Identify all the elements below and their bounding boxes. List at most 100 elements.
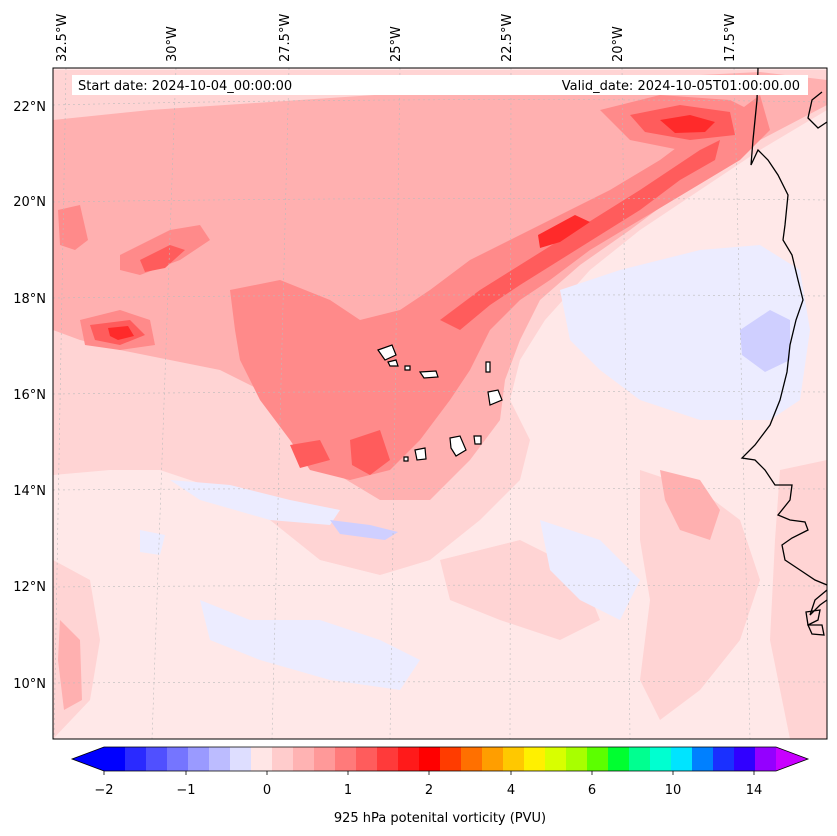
pv-contour-light [770,460,827,739]
colorbar-tick-label: −2 [94,783,113,798]
pv-contour-strong [290,440,330,468]
colorbar-segment [356,747,378,771]
pv-field [53,68,827,739]
island [414,447,427,461]
island [418,370,439,379]
colorbar-tick-label: −1 [176,783,195,798]
pv-contour-mid [660,470,720,540]
colorbar-segment [335,747,357,771]
lat-label: 12°N [13,580,46,595]
colorbar-tick-label: 4 [507,783,515,798]
colorbar-segment [230,747,252,771]
colorbar-segment [608,747,630,771]
colorbar-segment [314,747,336,771]
lon-label: 17.5°W [723,14,738,62]
colorbar-segment [755,747,777,771]
island [377,344,397,361]
colorbar-tick-label: 0 [263,783,271,798]
start-date-text: Start date: 2024-10-04_00:00:00 [78,79,292,94]
colorbar-segment [167,747,189,771]
pv-contour-strong [140,245,185,272]
colorbar-segment [272,747,294,771]
info-box [72,75,808,95]
africa-coastline [740,68,827,636]
colorbar-segment [629,747,651,771]
colorbar-segment [125,747,147,771]
colorbar-segment [461,747,483,771]
colorbar-segment [713,747,735,771]
pv-contour-strong [350,430,390,475]
lon-label: 22.5°W [500,14,515,62]
longitude-labels: 32.5°W 30°W 27.5°W 25°W 22.5°W 20°W 17.5… [55,14,738,62]
graticule [53,68,827,739]
colorbar-segment [398,747,420,771]
lon-label: 20°W [611,26,626,62]
colorbar-extend-high [776,747,808,771]
colorbar-tick-label: 10 [665,783,682,798]
cape-verde-islands [377,344,503,462]
island [387,359,399,367]
island [403,456,409,462]
colorbar-tick-label: 2 [425,783,433,798]
valid-date-text: Valid_date: 2024-10-05T01:00:00.00 [562,79,800,94]
pv-contour-negative [330,520,398,540]
pv-contour-negative [170,480,340,525]
pv-contour-light [640,470,760,720]
lat-label: 10°N [13,677,46,692]
lon-label: 25°W [389,26,404,62]
pv-contour-core [660,115,715,133]
colorbar-segment [734,747,756,771]
pv-contour-negative [740,310,790,372]
pv-contour-negative [540,520,640,620]
colorbar-segment [104,747,126,771]
pv-contour-red [58,205,88,250]
colorbar-segment [482,747,504,771]
island [485,361,491,373]
colorbar-tick-label: 14 [746,783,763,798]
lon-label: 27.5°W [278,14,293,62]
colorbar-segment [545,747,567,771]
island [404,365,411,371]
island [449,435,467,457]
colorbar-tick-label: 6 [588,783,596,798]
colorbar-label: 925 hPa potenital vorticity (PVU) [334,811,546,826]
lat-label: 14°N [13,484,46,499]
colorbar-segment [440,747,462,771]
colorbar-segment [566,747,588,771]
colorbar-segment [524,747,546,771]
lat-label: 16°N [13,388,46,403]
pv-contour-negative [560,245,810,420]
lat-label: 22°N [13,100,46,115]
colorbar-segment [251,747,273,771]
pv-contour-negative [200,600,420,690]
colorbar-tick-label: 1 [344,783,352,798]
lon-label: 32.5°W [55,14,70,62]
colorbar-ticks: −2 −1 0 1 2 4 6 10 14 [94,783,762,798]
colorbar-segment [692,747,714,771]
colorbar-segment [209,747,231,771]
colorbar-segment [188,747,210,771]
colorbar-segment [650,747,672,771]
lat-label: 18°N [13,292,46,307]
lon-label: 30°W [165,26,180,62]
colorbar-segment [293,747,315,771]
colorbar-extend-low [72,747,104,771]
map-frame [52,67,828,740]
pv-contour-core [108,326,134,340]
latitude-labels: 22°N 20°N 18°N 16°N 14°N 12°N 10°N [13,100,46,692]
lat-label: 20°N [13,195,46,210]
colorbar-segment [503,747,525,771]
pv-contour-core [538,215,590,248]
colorbar-segment [146,747,168,771]
colorbar [70,746,810,775]
colorbar-segment [419,747,441,771]
colorbar-segment [377,747,399,771]
colorbar-segment [587,747,609,771]
island [473,435,482,445]
africa-coastline [807,91,827,129]
pv-contour-strong [440,140,720,330]
pv-contour-mid [58,620,82,710]
colorbar-segment [671,747,693,771]
island [487,389,503,406]
